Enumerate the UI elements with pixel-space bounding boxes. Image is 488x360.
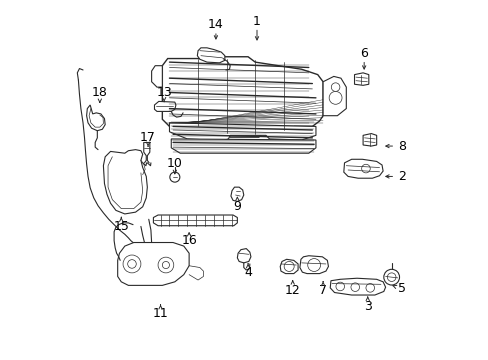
Circle shape <box>365 284 374 292</box>
Text: 7: 7 <box>319 284 326 297</box>
Text: 4: 4 <box>244 266 251 279</box>
Text: 1: 1 <box>253 14 261 27</box>
Circle shape <box>158 257 173 273</box>
Polygon shape <box>86 105 105 131</box>
Circle shape <box>123 255 141 273</box>
Circle shape <box>335 282 344 291</box>
Text: 13: 13 <box>156 86 172 99</box>
Text: 15: 15 <box>113 220 129 233</box>
Text: 9: 9 <box>233 200 241 213</box>
Text: 11: 11 <box>152 307 168 320</box>
Circle shape <box>169 172 180 182</box>
Circle shape <box>331 83 339 91</box>
Text: 16: 16 <box>181 234 197 247</box>
Circle shape <box>361 164 369 173</box>
Circle shape <box>328 91 341 104</box>
Circle shape <box>386 273 395 282</box>
Polygon shape <box>323 76 346 116</box>
Polygon shape <box>354 73 368 85</box>
Polygon shape <box>343 159 382 178</box>
Circle shape <box>162 261 169 269</box>
Polygon shape <box>169 123 315 141</box>
Text: 5: 5 <box>397 283 405 296</box>
Polygon shape <box>118 243 189 285</box>
Polygon shape <box>299 256 328 274</box>
Polygon shape <box>280 259 298 274</box>
Polygon shape <box>197 48 224 63</box>
Text: 10: 10 <box>166 157 183 170</box>
Circle shape <box>350 283 359 292</box>
Polygon shape <box>329 278 385 295</box>
Circle shape <box>307 258 320 271</box>
Text: 8: 8 <box>397 140 405 153</box>
Circle shape <box>127 260 136 268</box>
Polygon shape <box>171 139 315 153</box>
Polygon shape <box>151 66 162 87</box>
Text: 3: 3 <box>363 300 371 313</box>
Polygon shape <box>154 102 176 111</box>
Text: 12: 12 <box>285 284 300 297</box>
Polygon shape <box>162 57 323 137</box>
Text: 18: 18 <box>92 86 107 99</box>
Polygon shape <box>103 150 147 214</box>
Text: 2: 2 <box>397 170 405 183</box>
Polygon shape <box>363 134 376 146</box>
Text: 14: 14 <box>207 18 224 31</box>
Polygon shape <box>237 249 250 263</box>
Polygon shape <box>230 187 244 202</box>
Polygon shape <box>153 215 237 226</box>
Text: 6: 6 <box>360 47 367 60</box>
Text: 17: 17 <box>140 131 156 144</box>
Circle shape <box>284 261 294 271</box>
Circle shape <box>383 269 399 285</box>
